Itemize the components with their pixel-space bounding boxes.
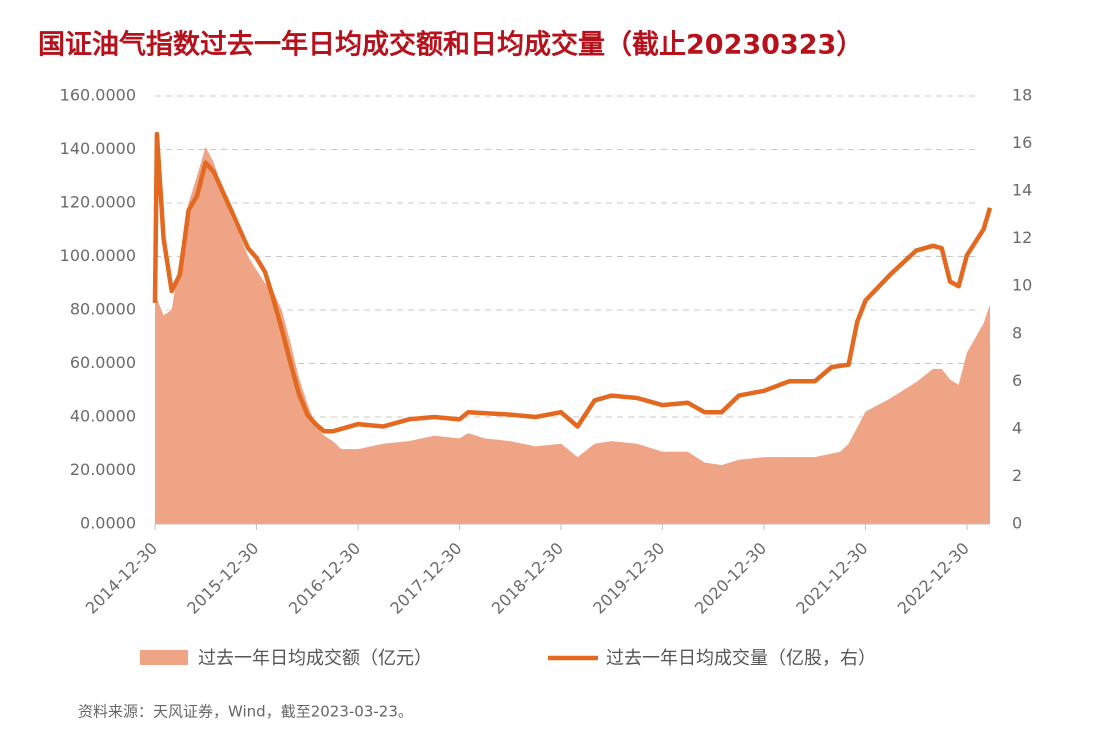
x-tick-label: 2015-12-30 (183, 539, 262, 618)
x-tick-label: 2020-12-30 (691, 539, 770, 618)
x-tick-label: 2018-12-30 (488, 539, 567, 618)
legend-label: 过去一年日均成交量（亿股，右） (606, 648, 876, 669)
area-series (155, 146, 990, 525)
y2-tick-label: 8 (1012, 323, 1022, 342)
y2-tick-label: 10 (1012, 276, 1032, 295)
x-tick-label: 2022-12-30 (894, 539, 973, 618)
y2-tick-label: 12 (1012, 228, 1032, 247)
y2-tick-label: 0 (1012, 514, 1022, 533)
x-tick-label: 2016-12-30 (285, 539, 364, 618)
y-tick-label: 100.0000 (60, 246, 136, 265)
y2-tick-label: 16 (1012, 133, 1032, 152)
y2-tick-label: 2 (1012, 466, 1022, 485)
y-tick-label: 80.0000 (70, 300, 136, 319)
y2-tick-label: 4 (1012, 418, 1022, 437)
x-tick-label: 2019-12-30 (589, 539, 668, 618)
y2-tick-label: 18 (1012, 86, 1032, 105)
legend-swatch (140, 650, 188, 665)
y-tick-label: 60.0000 (70, 353, 136, 372)
y-tick-label: 20.0000 (70, 460, 136, 479)
legend-label: 过去一年日均成交额（亿元） (198, 648, 432, 669)
y-tick-label: 120.0000 (60, 193, 136, 212)
y2-tick-label: 14 (1012, 181, 1032, 200)
x-tick-label: 2014-12-30 (82, 539, 161, 618)
source-note: 资料来源：天风证券，Wind，截至2023-03-23。 (78, 703, 413, 721)
x-tick-label: 2021-12-30 (792, 539, 871, 618)
y-tick-label: 160.0000 (60, 86, 136, 105)
x-tick-label: 2017-12-30 (386, 539, 465, 618)
y-tick-label: 40.0000 (70, 407, 136, 426)
y-tick-label: 0.0000 (80, 514, 136, 533)
y2-tick-label: 6 (1012, 371, 1022, 390)
chart-title: 国证油气指数过去一年日均成交额和日均成交量（截止20230323） (38, 29, 863, 61)
line-series (152, 131, 993, 434)
y-tick-label: 140.0000 (60, 139, 136, 158)
